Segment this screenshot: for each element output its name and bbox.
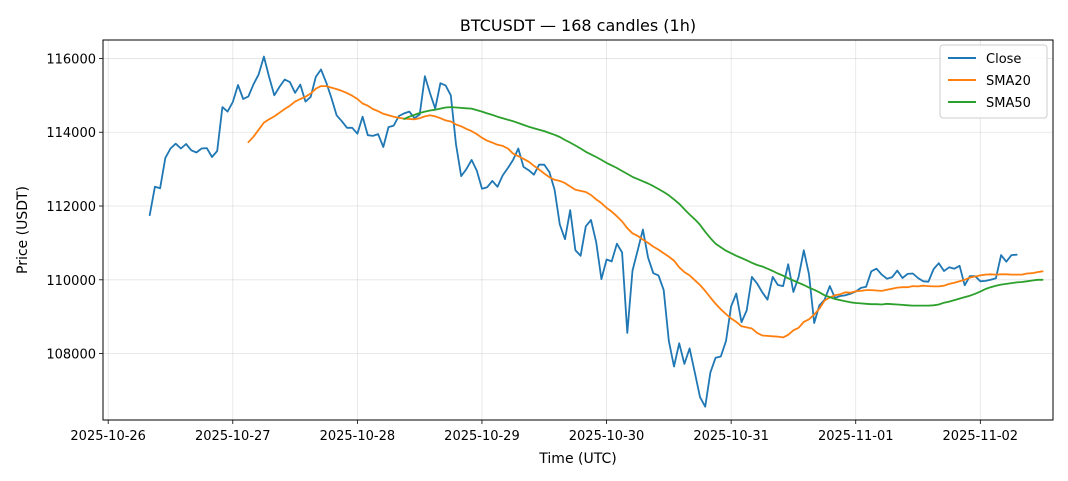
x-tick-label: 2025-10-26 [70, 429, 146, 444]
legend-label-sma50: SMA50 [986, 96, 1031, 111]
y-tick-label: 116000 [46, 52, 96, 67]
legend-label-sma20: SMA20 [986, 74, 1031, 89]
x-tick-label: 2025-10-27 [195, 429, 271, 444]
y-tick-label: 110000 [46, 274, 96, 289]
series-line-sma20 [247, 85, 1044, 339]
x-tick-label: 2025-10-31 [693, 429, 769, 444]
x-axis-title: Time (UTC) [538, 451, 616, 467]
legend-label-close: Close [986, 52, 1021, 67]
legend-box [939, 44, 1048, 119]
series-line-sma50 [403, 106, 1044, 307]
x-tick-label: 2025-10-29 [444, 429, 520, 444]
y-axis: 108000 110000 112000 114000 116000 [46, 52, 103, 363]
y-tick-label: 108000 [46, 348, 96, 363]
series-group [148, 55, 1044, 408]
x-tick-label: 2025-10-28 [320, 429, 396, 444]
y-tick-label: 112000 [46, 200, 96, 215]
grid [103, 40, 1053, 420]
x-tick-label: 2025-10-30 [569, 429, 645, 444]
x-tick-label: 2025-11-02 [943, 429, 1019, 444]
y-tick-label: 114000 [46, 126, 96, 141]
x-tick-label: 2025-11-01 [818, 429, 894, 444]
series-line-close [148, 55, 1018, 408]
legend: Close SMA20 SMA50 [939, 44, 1048, 119]
chart-title: BTCUSDT — 168 candles (1h) [460, 16, 696, 35]
y-axis-title: Price (USDT) [15, 186, 31, 274]
x-axis: 2025-10-26 2025-10-27 2025-10-28 2025-10-29… [70, 420, 1018, 444]
plot-frame [102, 39, 1054, 421]
